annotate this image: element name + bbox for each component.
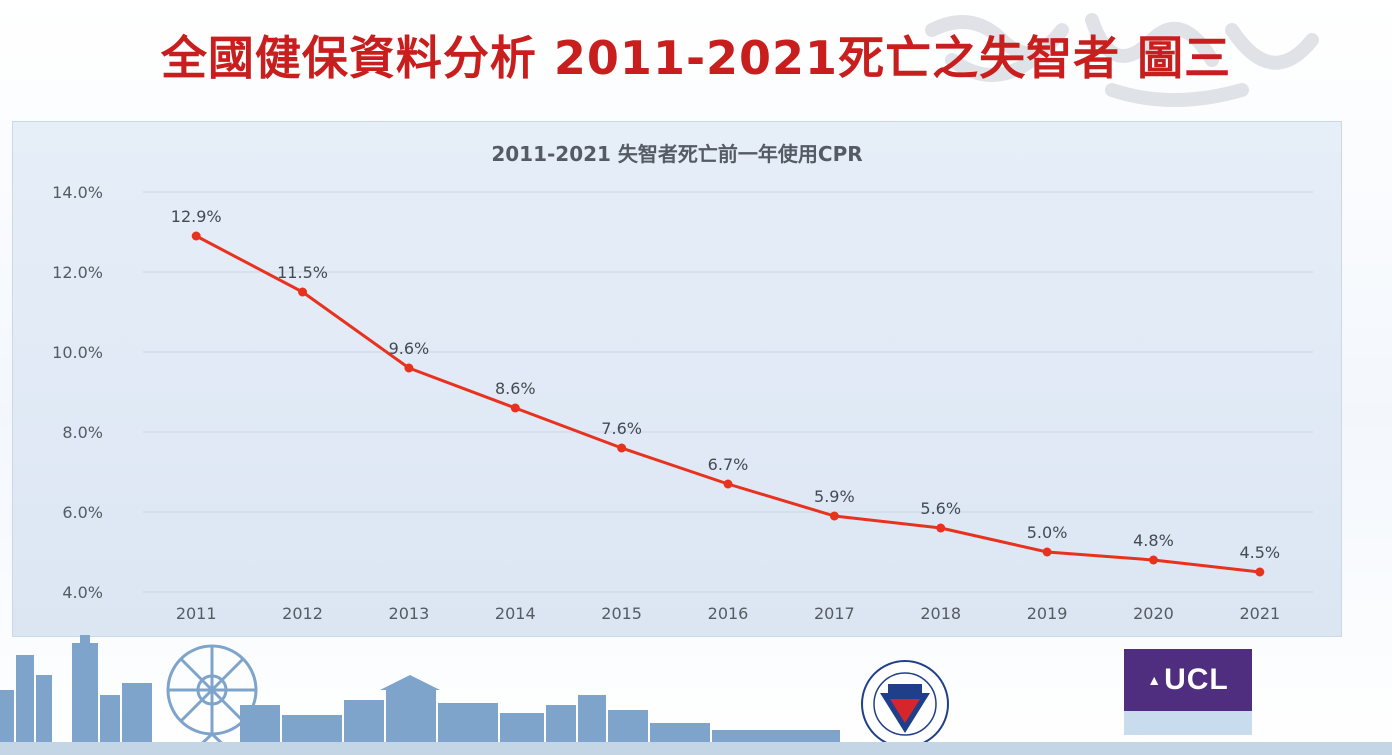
data-label: 4.8% <box>1133 531 1174 550</box>
chart-title: 2011-2021 失智者死亡前一年使用CPR <box>491 142 863 166</box>
data-point <box>191 231 201 241</box>
data-point <box>617 443 627 453</box>
data-label: 5.9% <box>814 487 855 506</box>
x-tick-label: 2014 <box>495 604 536 623</box>
y-tick-label: 4.0% <box>62 583 103 602</box>
slide-title: 全國健保資料分析 2011-2021死亡之失智者 圖三 <box>160 31 1232 85</box>
x-tick-label: 2013 <box>389 604 430 623</box>
data-point <box>1148 555 1158 565</box>
data-point <box>510 403 520 413</box>
x-tick-label: 2018 <box>920 604 961 623</box>
data-label: 12.9% <box>171 207 222 226</box>
data-point <box>298 287 308 297</box>
x-tick-label: 2016 <box>708 604 749 623</box>
y-tick-label: 8.0% <box>62 423 103 442</box>
y-tick-label: 10.0% <box>52 343 103 362</box>
footer: ▲ UCL <box>0 635 1392 755</box>
watermark-calligraphy <box>925 13 1319 107</box>
ucl-logo: ▲ UCL <box>1124 649 1252 735</box>
chart-panel: 2011-2021 失智者死亡前一年使用CPR 4.0% 6.0% 8.0% 10.0… <box>12 121 1342 637</box>
x-tick-label: 2015 <box>601 604 642 623</box>
line-chart: 4.0% 6.0% 8.0% 10.0% 12.0% 14.0% 2011 2012 2013 2… <box>52 183 1313 623</box>
data-label: 11.5% <box>277 263 328 282</box>
data-label: 6.7% <box>708 455 749 474</box>
ucl-logo-text: UCL <box>1164 663 1229 696</box>
series-line <box>195 234 1260 574</box>
data-point <box>936 523 946 533</box>
data-label: 5.0% <box>1027 523 1068 542</box>
data-label: 4.5% <box>1239 543 1280 562</box>
data-point <box>1255 567 1265 577</box>
ucl-dome-icon: ▲ <box>1147 672 1162 688</box>
y-tick-label: 12.0% <box>52 263 103 282</box>
data-point <box>723 479 733 489</box>
city-skyline-graphic <box>0 635 840 755</box>
data-label: 8.6% <box>495 379 536 398</box>
data-point <box>404 363 414 373</box>
data-label: 9.6% <box>389 339 430 358</box>
y-tick-label: 14.0% <box>52 183 103 202</box>
x-tick-label: 2012 <box>282 604 323 623</box>
x-tick-label: 2017 <box>814 604 855 623</box>
x-tick-label: 2020 <box>1133 604 1174 623</box>
bottom-strip <box>0 742 1392 755</box>
data-label: 5.6% <box>920 499 961 518</box>
data-point <box>1042 547 1052 557</box>
x-tick-label: 2021 <box>1239 604 1280 623</box>
data-label: 7.6% <box>601 419 642 438</box>
y-tick-label: 6.0% <box>62 503 103 522</box>
x-tick-label: 2011 <box>176 604 217 623</box>
x-tick-label: 2019 <box>1027 604 1068 623</box>
data-point <box>829 511 839 521</box>
kaohsiung-medical-university-seal <box>861 660 949 748</box>
